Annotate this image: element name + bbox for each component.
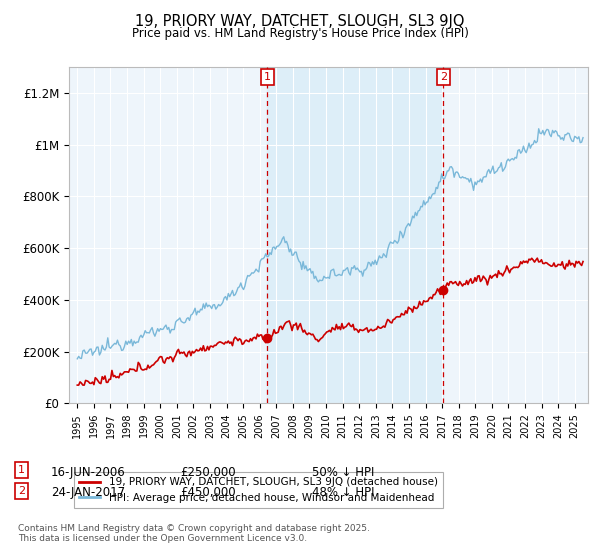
Text: 16-JUN-2006: 16-JUN-2006 xyxy=(51,465,126,479)
Text: 2: 2 xyxy=(440,72,447,82)
Text: 19, PRIORY WAY, DATCHET, SLOUGH, SL3 9JQ: 19, PRIORY WAY, DATCHET, SLOUGH, SL3 9JQ xyxy=(135,14,465,29)
Text: 48% ↓ HPI: 48% ↓ HPI xyxy=(312,486,374,500)
Text: 50% ↓ HPI: 50% ↓ HPI xyxy=(312,465,374,479)
Text: 2: 2 xyxy=(18,486,25,496)
Text: £450,000: £450,000 xyxy=(180,486,236,500)
Bar xyxy=(268,67,443,403)
Text: 1: 1 xyxy=(18,465,25,475)
Text: 24-JAN-2017: 24-JAN-2017 xyxy=(51,486,125,500)
Text: 1: 1 xyxy=(264,72,271,82)
Text: Price paid vs. HM Land Registry's House Price Index (HPI): Price paid vs. HM Land Registry's House … xyxy=(131,27,469,40)
Text: Contains HM Land Registry data © Crown copyright and database right 2025.
This d: Contains HM Land Registry data © Crown c… xyxy=(18,524,370,543)
Legend: 19, PRIORY WAY, DATCHET, SLOUGH, SL3 9JQ (detached house), HPI: Average price, d: 19, PRIORY WAY, DATCHET, SLOUGH, SL3 9JQ… xyxy=(74,472,443,508)
Text: £250,000: £250,000 xyxy=(180,465,236,479)
